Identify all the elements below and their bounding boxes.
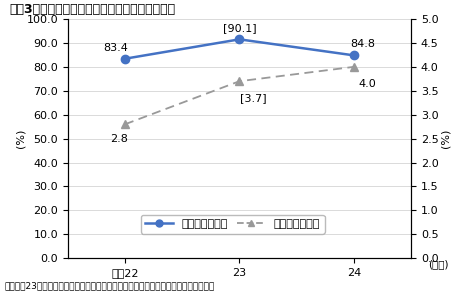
Text: 4.0: 4.0	[359, 79, 377, 89]
Text: (年度): (年度)	[428, 259, 449, 269]
Text: [90.1]: [90.1]	[223, 23, 256, 33]
Y-axis label: (%): (%)	[15, 129, 25, 148]
Text: 2.8: 2.8	[110, 134, 128, 144]
Text: [3.7]: [3.7]	[240, 93, 266, 103]
Text: 83.4: 83.4	[103, 43, 128, 53]
Text: 図表3　育児休業取得者のいる事業所割合の推移: 図表3 育児休業取得者のいる事業所割合の推移	[9, 3, 175, 16]
Text: 84.8: 84.8	[351, 39, 376, 50]
Legend: 女性（左目盛）, 男性（右目盛）: 女性（左目盛）, 男性（右目盛）	[140, 215, 325, 234]
Y-axis label: (%): (%)	[440, 129, 450, 148]
Text: 注）平成23年度の［　］内の比率は、岩手県、宮城県及び福島県を除く全国の結果。: 注）平成23年度の［ ］内の比率は、岩手県、宮城県及び福島県を除く全国の結果。	[5, 281, 215, 290]
